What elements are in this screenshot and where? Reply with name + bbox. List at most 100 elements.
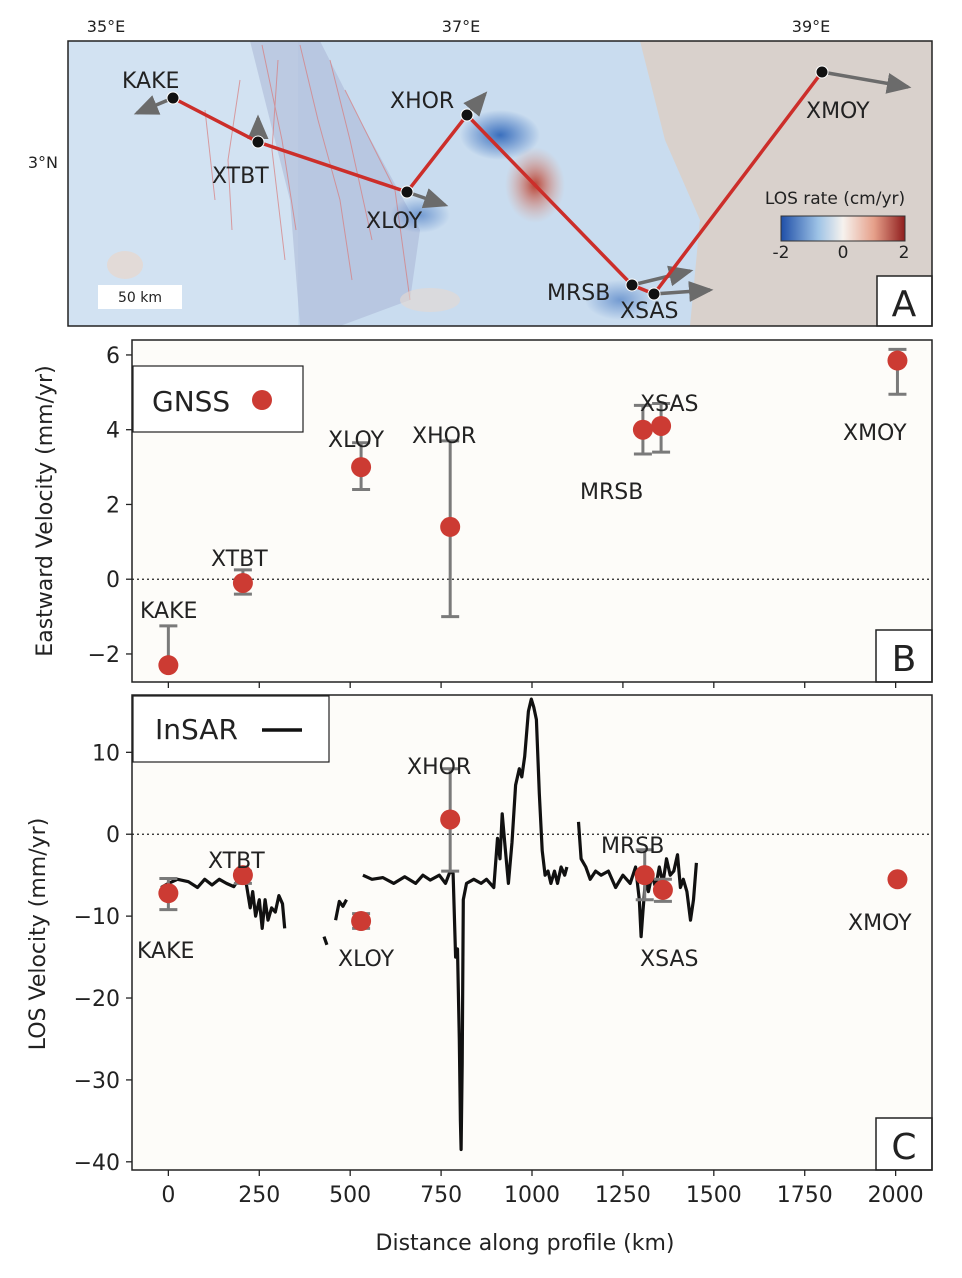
panel-b-legend-label: GNSS [152,385,230,418]
y-tick-label: 2 [106,493,120,518]
panel-c-frame [131,694,933,1171]
panel-c-letter: C [891,1127,916,1168]
y-tick-label: 10 [92,741,120,766]
panel-b-letter: B [892,639,917,680]
panel-b-frame [131,339,933,683]
colorbar-min: -2 [773,243,790,263]
b-label-xtbt: XTBT [211,547,268,572]
map-label-xsas: XSAS [620,299,678,324]
panel-c-gnss-points [158,767,908,932]
y-tick-label: −40 [74,1151,120,1176]
map-label-mrsb: MRSB [547,281,610,306]
gnss-point-xtbt [232,865,253,886]
blue-patch-south [585,280,655,320]
map-label-xhor: XHOR [390,89,454,114]
b-label-mrsb: MRSB [580,480,643,505]
map-label-xtbt: XTBT [212,164,269,189]
c-label-xtbt: XTBT [208,849,265,874]
b-label-xloy: XLOY [328,428,385,453]
insar-profile-segment [362,697,569,1152]
panel-a-frame [67,40,933,327]
colorbar-mid: 0 [838,243,849,263]
panel-c-ylabel: LOS Velocity (mm/yr) [26,818,51,1051]
panel-b-gnss-chart: −2 0 2 4 6 KAKE XTBT XLOY XHOR MRSB XSAS XMO… [33,339,933,688]
panel-c-x-axis: 0 250 500 750 1000 1250 1500 1750 2000 [161,1170,924,1208]
x-tick-label: 1250 [595,1183,651,1208]
b-label-kake: KAKE [140,599,197,624]
panel-b-ylabel: Eastward Velocity (mm/yr) [33,365,58,656]
panel-b-x-axis [167,682,897,688]
insar-profile-segment [160,873,287,931]
gnss-point-xhor [440,516,461,537]
lon-label-37: 37°E [442,17,480,36]
c-label-xloy: XLOY [338,947,395,972]
insar-profile-segment [322,936,329,946]
b-label-xsas: XSAS [640,392,698,417]
gnss-point-xsas [651,415,672,436]
gnss-point-kake [158,883,179,904]
panel-b-y-axis: −2 0 2 4 6 [88,344,132,668]
colorbar [780,215,906,242]
c-label-kake: KAKE [137,939,194,964]
gnss-point-mrsb [634,865,655,886]
c-label-mrsb: MRSB [601,834,664,859]
panel-a-letter: A [892,284,917,325]
gnss-point-mrsb [632,419,653,440]
lon-label-35: 35°E [87,17,125,36]
panel-b-gnss-points [158,347,908,676]
c-label-xhor: XHOR [407,755,471,780]
x-tick-label: 1000 [504,1183,560,1208]
x-tick-label: 1750 [777,1183,833,1208]
x-tick-label: 250 [238,1183,280,1208]
fault-lines [204,44,411,301]
insar-west-zone [68,41,298,326]
panel-c-legend-label: InSAR [155,713,238,746]
panel-a-map: KAKE XTBT XLOY XHOR MRSB XSAS XMOY 50 km… [28,17,933,327]
xmoy-arrow [821,70,912,94]
station-marker-xloy [400,185,414,199]
c-label-xmoy: XMOY [848,911,912,936]
terrain-patch-2 [400,288,460,312]
gnss-point-xloy [351,911,372,932]
terrain-patch [107,251,143,279]
station-marker-xtbt [251,135,265,149]
panel-b-station-labels: KAKE XTBT XLOY XHOR MRSB XSAS XMOY [140,392,907,624]
station-marker-xsas [647,287,661,301]
subsidence-blob [460,110,540,160]
gnss-point-xmoy [887,350,908,371]
x-tick-label: 0 [161,1183,175,1208]
map-label-kake: KAKE [122,69,179,94]
station-marker-xmoy [815,65,829,79]
colorbar-title: LOS rate (cm/yr) [765,189,905,209]
lon-label-39: 39°E [792,17,830,36]
station-labels: KAKE XTBT XLOY XHOR MRSB XSAS XMOY [122,69,870,324]
y-tick-label: −20 [74,987,120,1012]
mrsb-arrow [631,265,694,287]
panel-c-letter-box [875,1117,933,1171]
b-label-xmoy: XMOY [843,421,907,446]
gnss-point-xhor [440,809,461,830]
c-label-xsas: XSAS [640,947,698,972]
y-tick-label: 0 [106,568,120,593]
panel-c-background [132,695,932,1170]
y-tick-label: 4 [106,419,120,444]
panel-b-legend-marker [252,390,272,410]
x-tick-label: 1500 [686,1183,742,1208]
station-marker-kake [166,91,180,105]
insar-profile-segment [334,898,348,921]
gnss-point-kake [158,655,179,676]
y-tick-label: 6 [106,344,120,369]
panel-c-station-labels: KAKE XTBT XLOY XHOR MRSB XSAS XMOY [137,755,912,972]
gnss-point-xtbt [232,572,253,593]
panel-c-xlabel: Distance along profile (km) [376,1231,675,1256]
y-tick-label: −30 [74,1069,120,1094]
panel-c-insar-profile [160,697,698,1152]
y-tick-label: −2 [88,643,120,668]
map-label-xloy: XLOY [366,209,423,234]
gnss-point-xmoy [887,869,908,890]
gnss-point-xsas [652,879,673,900]
panel-b-legend [132,365,304,433]
xsas-arrow [653,281,714,302]
scale-bar-label: 50 km [118,290,162,306]
